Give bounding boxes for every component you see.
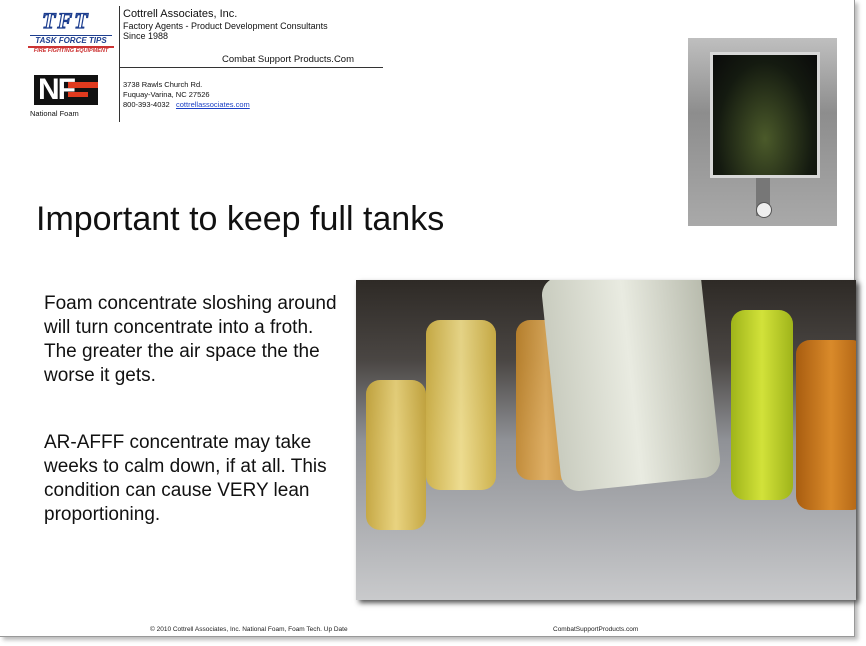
tft-tagline: FIRE FIGHTING EQUIPMENT — [28, 46, 114, 54]
bottle — [731, 310, 793, 500]
address-contact: 800-393-4032 cottrellassociates.com — [123, 100, 250, 110]
company-since: Since 1988 — [123, 31, 168, 41]
phone: 800-393-4032 — [123, 100, 170, 109]
tank-gauge — [756, 202, 772, 218]
nf-mark: NF — [38, 73, 74, 107]
bottles-photo — [356, 280, 856, 600]
foam-jar — [540, 280, 722, 493]
footer-site: CombatSupportProducts.com — [553, 626, 638, 633]
tft-logo: TFT TASK FORCE TIPS FIRE FIGHTING EQUIPM… — [28, 8, 112, 60]
bottle — [426, 320, 496, 490]
company-name: Cottrell Associates, Inc. — [123, 8, 237, 20]
body-paragraph: Foam concentrate sloshing around will tu… — [44, 292, 344, 388]
page: TFT TASK FORCE TIPS FIRE FIGHTING EQUIPM… — [0, 0, 866, 646]
company-site: Combat Support Products.Com — [222, 54, 354, 65]
tank-opening — [710, 52, 820, 178]
bottle — [366, 380, 426, 530]
nf-logo: NF National Foam — [30, 75, 100, 121]
tft-mark: TFT — [42, 8, 90, 34]
website-link[interactable]: cottrellassociates.com — [176, 100, 250, 109]
address-city: Fuquay-Varina, NC 27526 — [123, 90, 210, 100]
address-street: 3738 Rawls Church Rd. — [123, 80, 202, 90]
slide-title: Important to keep full tanks — [36, 200, 444, 239]
body-paragraph: AR-AFFF concentrate may take weeks to ca… — [44, 431, 344, 527]
divider — [119, 6, 120, 122]
tft-name: TASK FORCE TIPS — [30, 35, 112, 45]
divider — [119, 67, 383, 68]
tank-photo — [688, 38, 837, 226]
nf-name: National Foam — [30, 109, 79, 118]
slide: TFT TASK FORCE TIPS FIRE FIGHTING EQUIPM… — [0, 0, 855, 637]
footer-copyright: © 2010 Cottrell Associates, Inc. Nationa… — [150, 626, 348, 633]
bottle — [796, 340, 856, 510]
company-tagline: Factory Agents - Product Development Con… — [123, 21, 328, 31]
